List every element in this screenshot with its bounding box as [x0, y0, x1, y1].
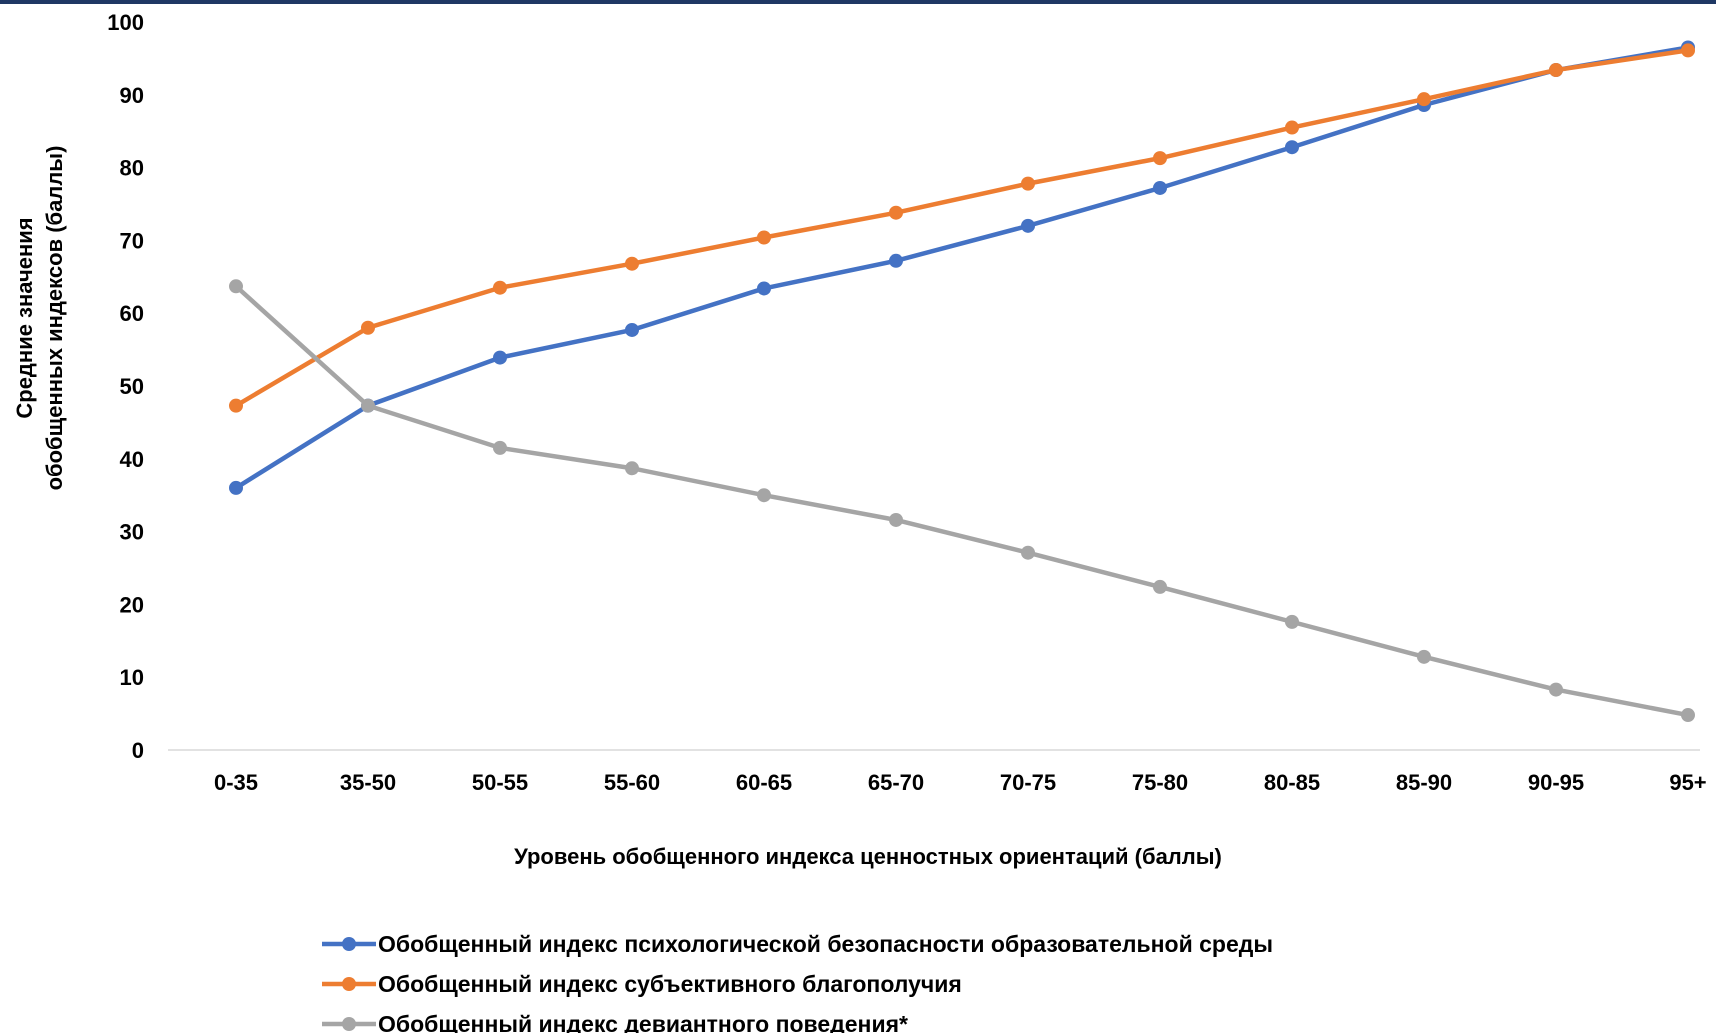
data-point — [757, 230, 771, 245]
series-2 — [229, 43, 1695, 413]
y-tick-label: 80 — [120, 156, 144, 181]
data-point — [1153, 151, 1167, 166]
legend-marker — [342, 937, 356, 951]
x-tick-label: 60-65 — [736, 770, 792, 795]
x-tick-label: 90-95 — [1528, 770, 1584, 795]
data-point — [1417, 649, 1431, 664]
x-tick-label: 95+ — [1669, 770, 1706, 795]
x-axis-tick-labels: 0-35 35-50 50-55 55-60 60-65 65-70 70-75 75-80 8… — [214, 770, 1707, 795]
data-point — [229, 398, 243, 413]
data-point — [1417, 92, 1431, 107]
y-tick-label: 70 — [120, 228, 144, 253]
x-tick-label: 50-55 — [472, 770, 528, 795]
legend-item: Обобщенный индекс девиантного поведения* — [322, 1011, 908, 1033]
data-point — [1153, 180, 1167, 195]
x-tick-label: 65-70 — [868, 770, 924, 795]
data-point — [889, 205, 903, 220]
data-point — [493, 350, 507, 365]
y-tick-label: 10 — [120, 665, 144, 690]
data-point — [1549, 63, 1563, 78]
legend-label: Обобщенный индекс психологической безопа… — [378, 931, 1273, 957]
data-point — [757, 488, 771, 503]
data-point — [229, 480, 243, 495]
data-point — [229, 279, 243, 294]
y-axis-title: Средние значения обобщенных индексов (бал… — [12, 146, 67, 491]
series-line — [234, 284, 1689, 718]
y-tick-label: 0 — [132, 738, 144, 763]
data-point — [1021, 218, 1035, 233]
y-tick-label: 40 — [120, 447, 144, 472]
x-tick-label: 85-90 — [1396, 770, 1452, 795]
legend-label: Обобщенный индекс девиантного поведения* — [378, 1011, 908, 1033]
y-axis-title-line: Средние значения — [12, 217, 37, 418]
top-border — [0, 0, 1716, 4]
series-1 — [229, 40, 1695, 495]
data-point — [757, 281, 771, 296]
data-point — [1153, 579, 1167, 594]
data-point — [361, 320, 375, 335]
series-line — [234, 48, 1689, 408]
data-point — [1681, 43, 1695, 58]
legend-item: Обобщенный индекс субъективного благопол… — [322, 971, 962, 997]
y-tick-label: 90 — [120, 83, 144, 108]
x-axis-title: Уровень обобщенного индекса ценностных о… — [514, 844, 1222, 869]
legend-label: Обобщенный индекс субъективного благопол… — [378, 971, 962, 997]
series-3 — [229, 279, 1695, 723]
x-tick-label: 55-60 — [604, 770, 660, 795]
series-layer — [229, 40, 1695, 723]
data-point — [1285, 614, 1299, 629]
y-tick-label: 60 — [120, 301, 144, 326]
data-point — [1285, 120, 1299, 135]
data-point — [1549, 682, 1563, 697]
data-point — [1681, 708, 1695, 723]
data-point — [625, 256, 639, 271]
legend: Обобщенный индекс психологической безопа… — [322, 931, 1273, 1033]
x-tick-label: 75-80 — [1132, 770, 1188, 795]
legend-marker — [342, 1017, 356, 1031]
data-point — [1021, 176, 1035, 191]
y-tick-label: 100 — [107, 10, 144, 35]
data-point — [625, 322, 639, 337]
y-axis-title-line: обобщенных индексов (баллы) — [42, 146, 67, 491]
data-point — [625, 461, 639, 476]
data-point — [493, 280, 507, 295]
legend-marker — [342, 977, 356, 991]
x-tick-label: 0-35 — [214, 770, 258, 795]
y-tick-label: 30 — [120, 520, 144, 545]
x-tick-label: 80-85 — [1264, 770, 1320, 795]
data-point — [493, 440, 507, 455]
data-point — [361, 398, 375, 413]
y-axis-tick-labels: 0 10 20 30 40 50 60 70 80 90 100 — [107, 10, 144, 763]
x-tick-label: 35-50 — [340, 770, 396, 795]
series-line — [234, 45, 1689, 490]
data-point — [1021, 545, 1035, 560]
y-tick-label: 50 — [120, 374, 144, 399]
data-point — [889, 512, 903, 527]
legend-item: Обобщенный индекс психологической безопа… — [322, 931, 1273, 957]
data-point — [889, 253, 903, 268]
y-tick-label: 20 — [120, 592, 144, 617]
data-point — [1285, 140, 1299, 155]
x-tick-label: 70-75 — [1000, 770, 1056, 795]
